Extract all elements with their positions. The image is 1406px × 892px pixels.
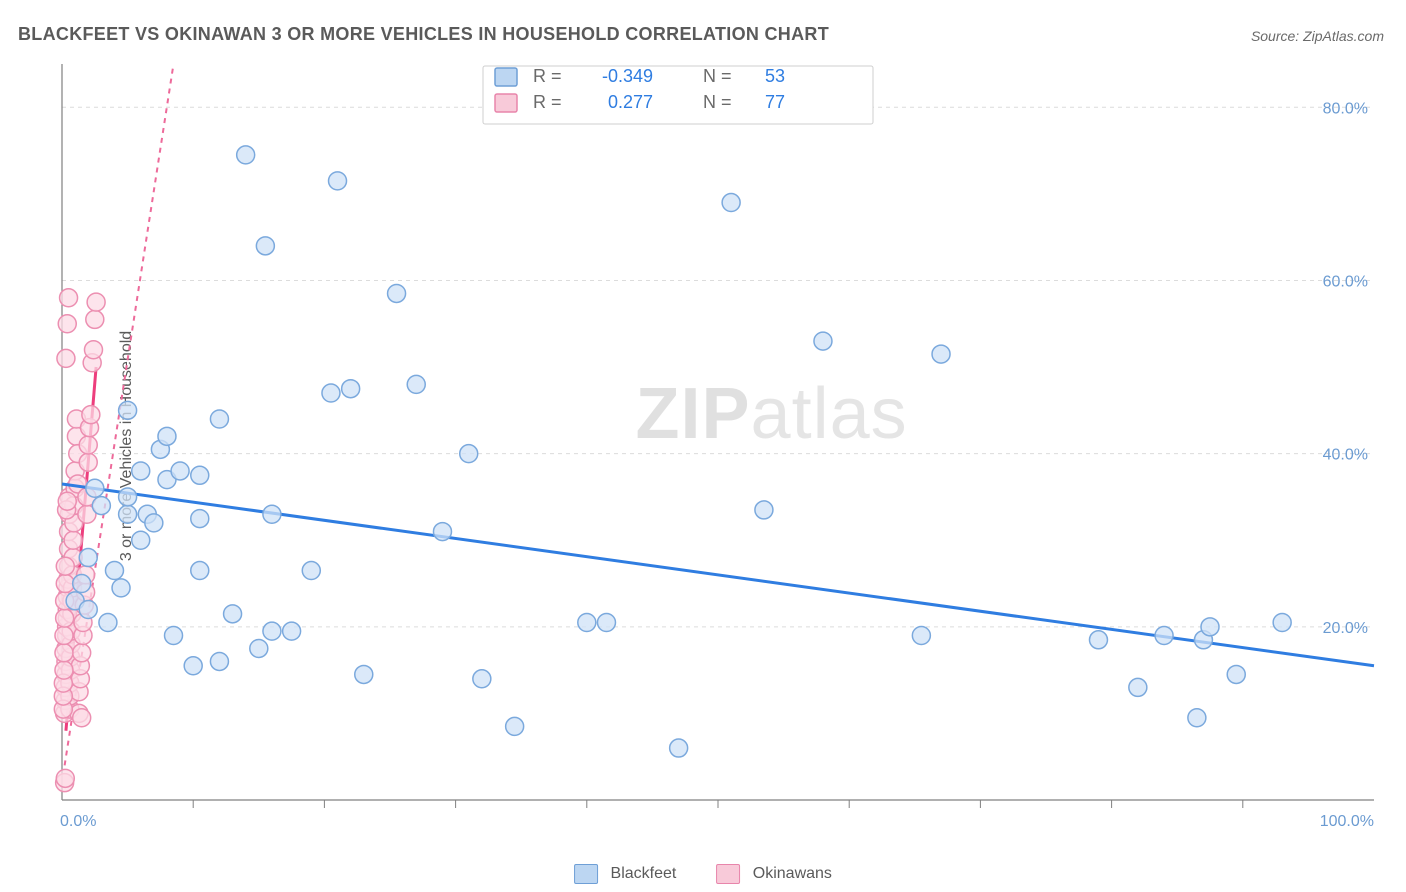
chart-title: BLACKFEET VS OKINAWAN 3 OR MORE VEHICLES…: [18, 24, 829, 45]
svg-text:60.0%: 60.0%: [1323, 273, 1368, 290]
legend-item: Blackfeet: [574, 864, 676, 884]
svg-text:77: 77: [765, 92, 785, 112]
svg-text:0.0%: 0.0%: [60, 813, 96, 830]
legend-label: Blackfeet: [611, 865, 677, 882]
svg-text:N =: N =: [703, 66, 732, 86]
svg-text:40.0%: 40.0%: [1323, 447, 1368, 464]
svg-text:R =: R =: [533, 66, 562, 86]
scatter-chart: 20.0% 40.0% 60.0% 80.0% 0.0% 100.0% R = -0.349 N…: [48, 60, 1388, 830]
svg-text:53: 53: [765, 66, 785, 86]
legend-item: Okinawans: [716, 864, 832, 884]
legend-label: Okinawans: [753, 865, 832, 882]
svg-text:20.0%: 20.0%: [1323, 620, 1368, 637]
svg-text:80.0%: 80.0%: [1323, 100, 1368, 117]
legend-bottom: Blackfeet Okinawans: [574, 864, 832, 884]
legend-swatch: [716, 864, 740, 884]
svg-text:-0.349: -0.349: [602, 66, 653, 86]
source-attribution: Source: ZipAtlas.com: [1251, 28, 1384, 44]
svg-text:100.0%: 100.0%: [1320, 813, 1374, 830]
plot-area: 20.0% 40.0% 60.0% 80.0% 0.0% 100.0% R = -0.349 N…: [48, 60, 1388, 830]
svg-text:N =: N =: [703, 92, 732, 112]
svg-text:0.277: 0.277: [608, 92, 653, 112]
svg-text:R =: R =: [533, 92, 562, 112]
legend-swatch: [574, 864, 598, 884]
